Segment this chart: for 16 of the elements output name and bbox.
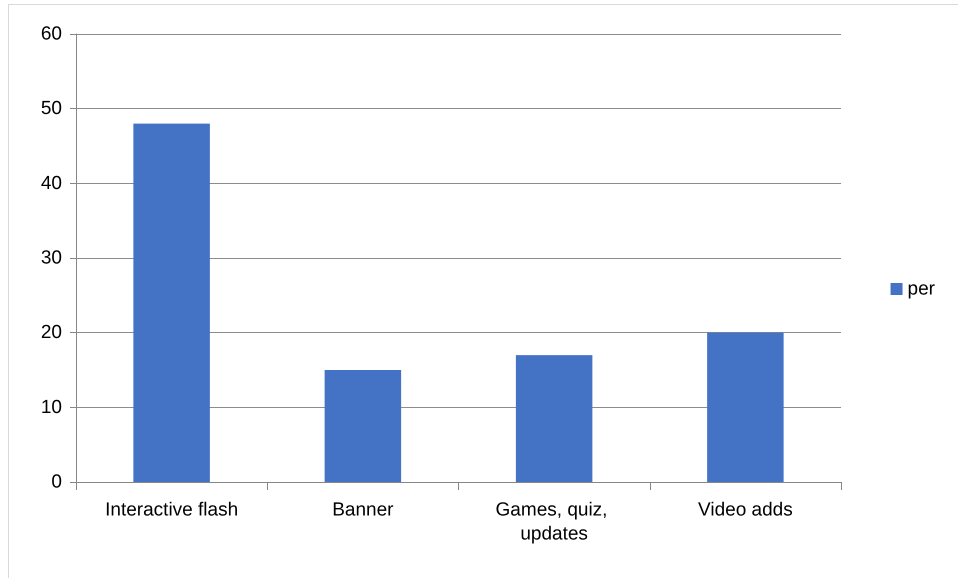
y-tick-label: 60	[40, 24, 62, 44]
bar	[324, 370, 402, 482]
x-tick-label: Games, quiz, updates	[496, 500, 613, 544]
x-tick-label: Interactive flash	[105, 500, 238, 520]
bar	[133, 124, 210, 482]
y-tick-label: 20	[40, 322, 62, 344]
legend-label: per	[908, 278, 936, 300]
bar	[516, 355, 592, 482]
x-tick-label: Video adds	[698, 500, 793, 520]
bar	[707, 332, 784, 482]
y-tick-label: 0	[51, 472, 62, 492]
x-tick-label: Banner	[332, 500, 394, 520]
y-tick-label: 10	[40, 396, 62, 418]
y-tick-label: 40	[40, 172, 62, 194]
y-tick-label: 50	[40, 98, 62, 120]
y-tick-label: 30	[40, 248, 62, 268]
